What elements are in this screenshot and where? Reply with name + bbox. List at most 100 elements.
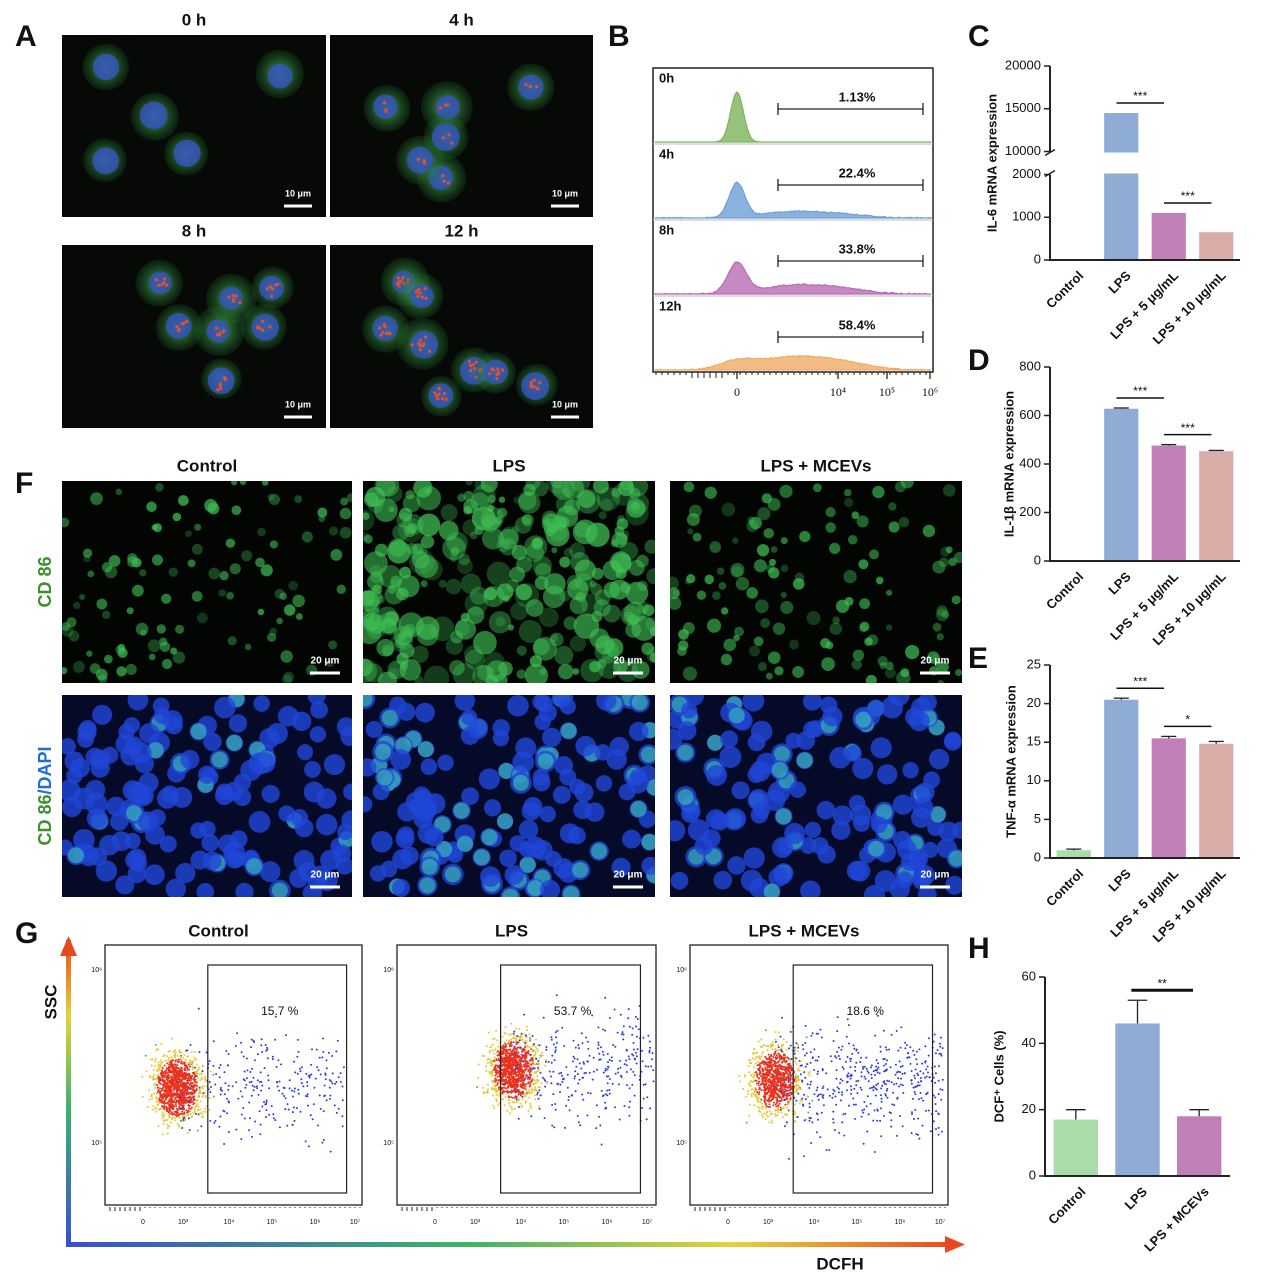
cd86-spot xyxy=(593,481,609,494)
event-dot xyxy=(765,1114,768,1117)
event-dot xyxy=(606,1052,609,1055)
event-dot xyxy=(519,1091,522,1094)
event-dot xyxy=(745,1121,748,1124)
event-dot xyxy=(912,1049,915,1052)
event-dot xyxy=(532,1054,535,1057)
event-dot xyxy=(598,1052,601,1055)
dapi-nucleus xyxy=(290,809,309,827)
cd86-spot xyxy=(363,658,378,683)
cd86-spot xyxy=(636,554,649,568)
red-speck xyxy=(441,136,445,140)
event-dot xyxy=(162,1097,165,1100)
event-dot xyxy=(167,1056,170,1059)
event-dot xyxy=(160,1043,163,1045)
cd86-spot xyxy=(372,607,380,615)
dapi-nucleus xyxy=(190,822,207,839)
scale-bar-label: 10 μm xyxy=(285,188,311,198)
cd86-spot xyxy=(769,558,776,566)
panel-a-title: 12 h xyxy=(444,221,478,240)
event-dot xyxy=(496,1075,499,1078)
event-dot xyxy=(254,1120,257,1123)
event-dot xyxy=(646,1096,649,1099)
event-dot xyxy=(537,1069,539,1072)
event-dot xyxy=(605,1107,608,1110)
event-dot xyxy=(516,1046,519,1049)
event-dot xyxy=(152,1058,155,1061)
cd86-spot xyxy=(731,566,744,579)
dapi-nucleus xyxy=(316,788,337,809)
red-speck xyxy=(529,380,533,384)
event-dot xyxy=(574,1046,577,1049)
cd86-spot xyxy=(936,605,948,617)
event-dot xyxy=(188,1068,191,1071)
event-dot xyxy=(210,1086,212,1088)
cd86-spot xyxy=(464,649,486,670)
event-dot xyxy=(510,1089,513,1092)
event-dot xyxy=(525,1025,528,1028)
event-dot xyxy=(533,1088,536,1091)
event-dot xyxy=(494,1048,497,1051)
event-dot xyxy=(331,1072,334,1075)
dapi-nucleus xyxy=(115,875,135,895)
event-dot xyxy=(184,1089,187,1092)
cd86-spot xyxy=(405,490,415,500)
event-dot xyxy=(642,1083,645,1086)
event-dot xyxy=(852,1103,855,1106)
cd86-spot xyxy=(403,525,416,538)
event-dot xyxy=(171,1113,174,1116)
cd86-spot xyxy=(646,646,655,664)
event-dot xyxy=(341,1085,344,1088)
event-dot xyxy=(196,1108,199,1111)
red-speck xyxy=(257,326,261,331)
event-dot xyxy=(523,1094,526,1096)
dapi-nucleus xyxy=(214,696,236,719)
panel-letter: F xyxy=(15,467,33,500)
event-dot xyxy=(786,1089,789,1092)
event-dot xyxy=(482,1092,485,1095)
cd86-overlay xyxy=(481,829,498,846)
event-dot xyxy=(589,1092,592,1095)
event-dot xyxy=(782,1043,785,1046)
event-dot xyxy=(801,1082,804,1084)
plot-frame xyxy=(104,944,363,1206)
event-dot xyxy=(194,1074,197,1077)
cd86-spot xyxy=(601,649,612,660)
event-dot xyxy=(195,1063,198,1066)
event-dot xyxy=(591,1014,594,1017)
red-speck xyxy=(436,397,440,401)
event-dot xyxy=(200,1072,203,1075)
cd86-spot xyxy=(905,644,920,660)
cd86-spot xyxy=(598,511,607,520)
cd86-spot xyxy=(574,559,596,581)
red-speck xyxy=(424,296,428,300)
event-dot xyxy=(485,1091,488,1094)
cd86-spot xyxy=(799,530,811,543)
event-dot xyxy=(583,1072,586,1075)
dapi-nucleus xyxy=(415,702,435,723)
event-dot xyxy=(522,1040,525,1043)
y-tick-label: 10⁵ xyxy=(383,1140,394,1147)
scale-bar-label: 20 μm xyxy=(311,656,340,667)
event-dot xyxy=(528,1089,531,1092)
event-dot xyxy=(514,1067,517,1070)
cd86-spot xyxy=(626,658,635,666)
event-dot xyxy=(194,1070,197,1073)
event-dot xyxy=(913,1118,915,1120)
event-dot xyxy=(530,1115,533,1118)
event-dot xyxy=(596,1068,598,1071)
event-dot xyxy=(201,1115,203,1118)
event-dot xyxy=(496,1082,499,1085)
event-dot xyxy=(331,1082,334,1085)
event-dot xyxy=(195,1073,198,1076)
cd86-spot xyxy=(87,570,95,578)
event-dot xyxy=(226,1097,229,1100)
dapi-nucleus xyxy=(863,884,886,897)
cd86-spot xyxy=(101,610,111,619)
event-dot xyxy=(314,1077,317,1080)
gate-percent: 53.7 % xyxy=(554,1004,592,1018)
dapi-nucleus xyxy=(552,785,571,804)
event-dot xyxy=(796,1050,799,1053)
cd86-spot xyxy=(196,612,208,624)
dapi-nucleus xyxy=(618,783,636,801)
event-dot xyxy=(169,1071,172,1073)
